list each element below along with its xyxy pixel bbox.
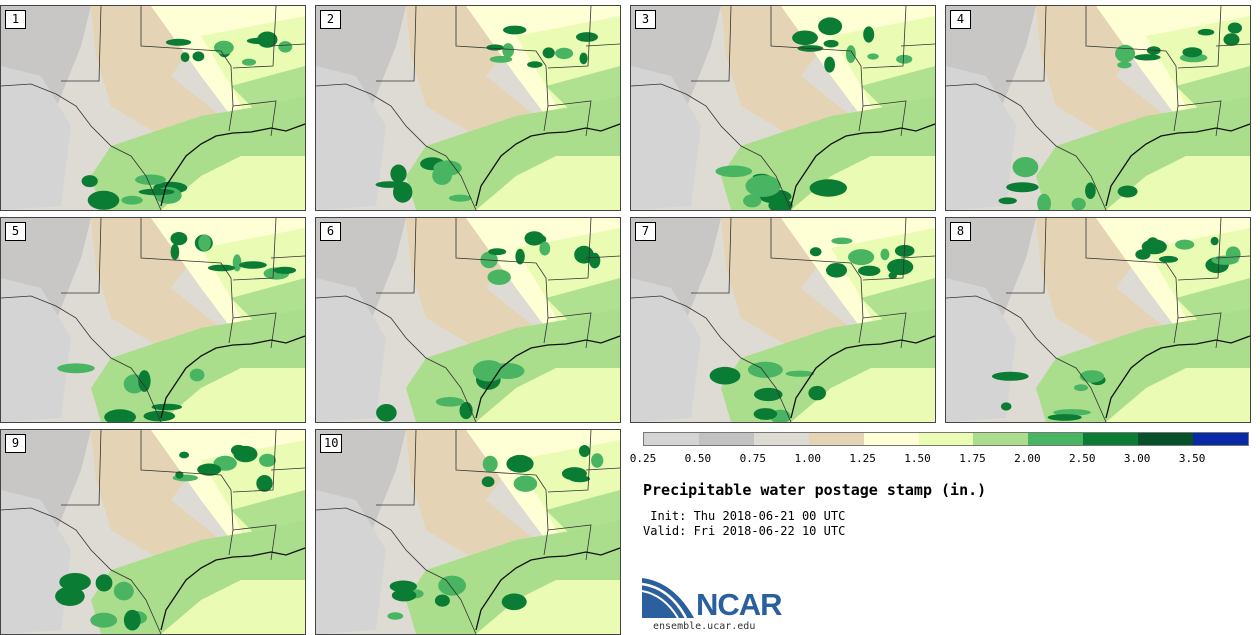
panel-number: 7	[635, 222, 656, 241]
map-panel-4: 4	[945, 5, 1251, 211]
colorbar-swatch	[1138, 433, 1194, 445]
map-panel-1: 1	[0, 5, 306, 211]
colorbar-swatch	[863, 433, 919, 445]
panel-number: 10	[320, 434, 343, 453]
colorbar-tick-label: 2.00	[1014, 452, 1041, 465]
panel-number: 8	[950, 222, 971, 241]
map-panel-3: 3	[630, 5, 936, 211]
panel-number: 1	[5, 10, 26, 29]
map-panel-10: 10	[315, 429, 621, 635]
colorbar-tick-label: 1.00	[794, 452, 821, 465]
logo-url: ensemble.ucar.edu	[653, 621, 756, 632]
colorbar-tick-label: 2.50	[1069, 452, 1096, 465]
map-panel-9: 9	[0, 429, 306, 635]
panel-number: 4	[950, 10, 971, 29]
panel-number: 9	[5, 434, 26, 453]
map-panel-8: 8	[945, 217, 1251, 423]
map-panel-7: 7	[630, 217, 936, 423]
chart-title: Precipitable water postage stamp (in.)	[643, 481, 987, 499]
map-panel-6: 6	[315, 217, 621, 423]
colorbar-tick-label: 0.50	[684, 452, 712, 465]
colorbar-tick-label: 1.50	[904, 452, 931, 465]
ncar-logo-icon	[642, 578, 694, 618]
colorbar-swatch	[808, 433, 864, 445]
colorbar-swatch	[973, 433, 1029, 445]
colorbar-swatch	[918, 433, 974, 445]
colorbar-swatch	[1028, 433, 1084, 445]
panel-number: 2	[320, 10, 341, 29]
colorbar	[643, 432, 1249, 446]
ncar-logo-text: NCAR	[696, 587, 783, 622]
colorbar-tick-label: 3.00	[1123, 452, 1151, 465]
map-panel-5: 5	[0, 217, 306, 423]
colorbar-tick-label: 0.25	[629, 452, 657, 465]
colorbar-tick-label: 0.75	[739, 452, 767, 465]
init-time: Init: Thu 2018-06-21 00 UTC	[643, 509, 846, 523]
colorbar-swatch	[1193, 433, 1248, 445]
valid-time: Valid: Fri 2018-06-22 10 UTC	[643, 524, 846, 538]
colorbar-tick-label: 1.25	[849, 452, 876, 465]
colorbar-swatch	[698, 433, 754, 445]
colorbar-swatch	[753, 433, 809, 445]
colorbar-swatch	[1083, 433, 1139, 445]
panel-number: 5	[5, 222, 26, 241]
map-panel-2: 2	[315, 5, 621, 211]
panel-number: 3	[635, 10, 656, 29]
panel-number: 6	[320, 222, 341, 241]
colorbar-tick-label: 3.50	[1178, 452, 1206, 465]
colorbar-swatch	[644, 433, 699, 445]
colorbar-tick-label: 1.75	[959, 452, 986, 465]
